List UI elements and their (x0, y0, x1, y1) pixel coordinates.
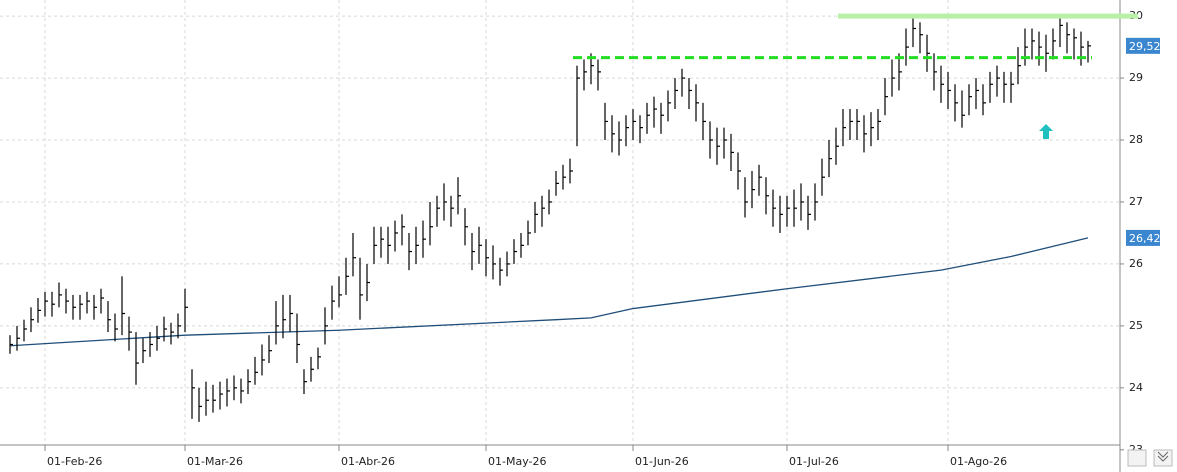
x-tick-label: 01-May-26 (488, 455, 546, 468)
up-arrow-icon (1039, 124, 1053, 139)
x-tick-label: 01-Ago-26 (950, 455, 1007, 468)
x-tick-label: 01-Mar-26 (187, 455, 243, 468)
y-tick-label: 25 (1129, 319, 1143, 332)
y-tick-label: 29 (1129, 71, 1143, 84)
expand-button[interactable] (1153, 449, 1173, 467)
price-tag-label: 26,42 (1129, 232, 1161, 245)
y-tick-label: 26 (1129, 257, 1143, 270)
x-tick-label: 01-Jun-26 (635, 455, 689, 468)
price-tag (1126, 37, 1160, 54)
x-tick-label: 01-Jul-26 (789, 455, 839, 468)
price-tag (1126, 229, 1160, 246)
x-tick-label: 01-Feb-26 (47, 455, 102, 468)
plot-area (9, 16, 1091, 422)
y-tick-label: 28 (1129, 133, 1143, 146)
y-tick-label: 27 (1129, 195, 1143, 208)
x-tick-label: 01-Abr-26 (341, 455, 395, 468)
y-tick-label: 24 (1129, 381, 1143, 394)
moving-average-line (9, 237, 1089, 347)
scroll-button[interactable] (1127, 449, 1147, 467)
price-tag-label: 29,52 (1129, 40, 1161, 53)
axes: 232425262728293001-Feb-2601-Mar-2601-Abr… (44, 9, 1143, 468)
grid (0, 0, 1120, 445)
expand-icon (1157, 451, 1169, 462)
